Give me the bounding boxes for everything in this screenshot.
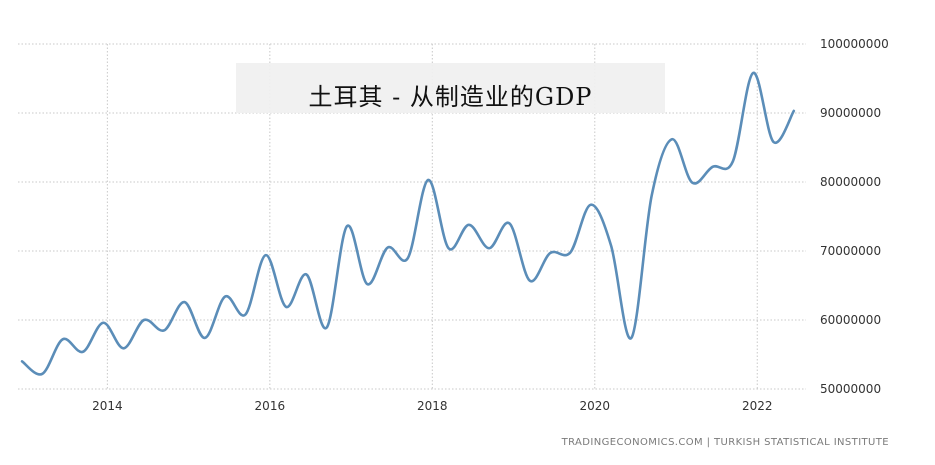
data-point <box>61 338 63 340</box>
data-point <box>468 224 470 226</box>
data-point <box>732 160 734 162</box>
data-point <box>21 360 23 362</box>
y-tick-label: 90000000 <box>820 106 881 120</box>
x-tick-label: 2016 <box>255 399 286 413</box>
data-point <box>508 222 510 224</box>
data-point <box>630 337 632 339</box>
data-point <box>305 273 307 275</box>
data-point <box>691 181 693 183</box>
y-tick-label: 60000000 <box>820 313 881 327</box>
data-point <box>488 247 490 249</box>
y-tick-label: 50000000 <box>820 382 881 396</box>
y-tick-label: 70000000 <box>820 244 881 258</box>
data-point <box>122 347 124 349</box>
x-tick-label: 2014 <box>92 399 123 413</box>
data-point <box>671 138 673 140</box>
data-point <box>610 244 612 246</box>
data-point <box>204 337 206 339</box>
x-tick-label: 2020 <box>580 399 611 413</box>
data-point <box>265 254 267 256</box>
data-point <box>102 322 104 324</box>
data-point <box>529 279 531 281</box>
data-point <box>569 251 571 253</box>
series-layer <box>20 71 796 376</box>
chart-title-box: 土耳其 - 从制造业的GDP <box>236 63 665 113</box>
data-point <box>224 295 226 297</box>
data-point <box>549 252 551 254</box>
data-point <box>711 166 713 168</box>
data-point <box>366 283 368 285</box>
data-point <box>326 326 328 328</box>
chart-title: 土耳其 - 从制造业的GDP <box>308 83 593 111</box>
data-point <box>407 257 409 259</box>
data-point <box>285 306 287 308</box>
data-point <box>41 373 43 375</box>
data-point <box>793 110 795 112</box>
y-tick-label: 100000000 <box>820 37 889 51</box>
data-point <box>346 225 348 227</box>
data-point <box>183 301 185 303</box>
data-point <box>590 204 592 206</box>
x-tick-label: 2022 <box>742 399 773 413</box>
data-point <box>427 179 429 181</box>
x-tick-label: 2018 <box>417 399 448 413</box>
data-point <box>752 72 754 74</box>
data-point <box>163 329 165 331</box>
data-point <box>650 195 652 197</box>
y-tick-label: 80000000 <box>820 175 881 189</box>
series-line <box>20 71 796 376</box>
x-axis-tick-labels: 2014 2016 2018 2020 2022 <box>92 399 772 413</box>
source-attribution: TRADINGECONOMICS.COM | TURKISH STATISTIC… <box>561 437 889 448</box>
y-axis-tick-labels: 50000000 60000000 70000000 80000000 90000000… <box>820 37 889 396</box>
data-point <box>447 247 449 249</box>
data-point <box>772 141 774 143</box>
data-point <box>82 351 84 353</box>
data-point <box>244 313 246 315</box>
data-point <box>143 319 145 321</box>
data-point <box>386 246 388 248</box>
